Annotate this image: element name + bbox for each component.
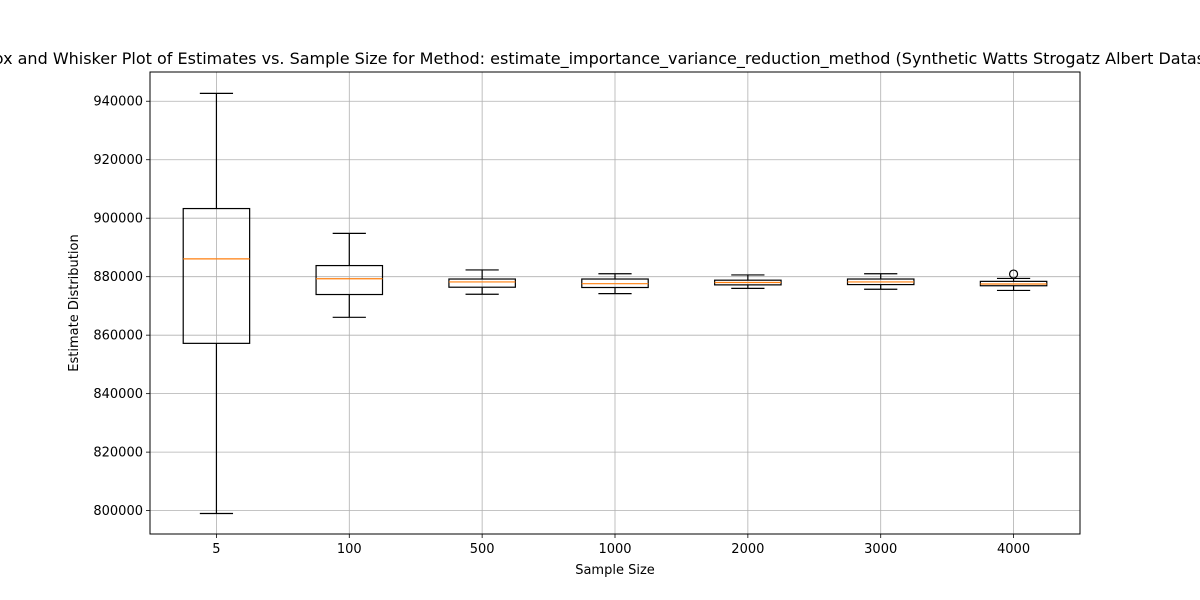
x-tick-label: 2000 xyxy=(731,542,764,557)
box-1000 xyxy=(581,273,649,295)
grid-lines xyxy=(150,72,1080,534)
y-axis-ticks: 800000 820000 840000 860000 880000 900000 9200… xyxy=(93,95,150,519)
y-tick-label: 800000 xyxy=(93,504,143,519)
box-100 xyxy=(315,232,384,318)
x-tick-label: 500 xyxy=(470,542,495,557)
y-tick-label: 880000 xyxy=(93,270,143,285)
y-tick-label: 840000 xyxy=(93,387,143,402)
y-tick-label: 940000 xyxy=(93,95,143,110)
y-axis-label: Estimate Distribution xyxy=(67,234,82,371)
x-tick-label: 1000 xyxy=(598,542,631,557)
x-tick-label: 4000 xyxy=(997,542,1030,557)
x-tick-label: 3000 xyxy=(864,542,897,557)
box-body xyxy=(182,207,251,344)
box-3000 xyxy=(846,273,915,290)
x-tick-label: 5 xyxy=(212,542,220,557)
y-tick-label: 860000 xyxy=(93,329,143,344)
y-tick-label: 900000 xyxy=(93,212,143,227)
x-tick-label: 100 xyxy=(337,542,362,557)
box-2000 xyxy=(714,274,782,289)
x-axis-ticks: 5 100 500 1000 2000 3000 4000 xyxy=(212,534,1030,557)
x-axis-label: Sample Size xyxy=(575,563,655,578)
chart-title: Box and Whisker Plot of Estimates vs. Sa… xyxy=(0,49,1200,69)
outlier-point xyxy=(1008,269,1019,279)
box-body xyxy=(448,278,516,288)
box-500 xyxy=(448,269,516,295)
y-tick-label: 920000 xyxy=(93,153,143,168)
y-tick-label: 820000 xyxy=(93,446,143,461)
box-body xyxy=(315,264,384,296)
box-5 xyxy=(182,92,251,515)
boxes xyxy=(182,92,1048,515)
box-4000 xyxy=(979,269,1048,292)
